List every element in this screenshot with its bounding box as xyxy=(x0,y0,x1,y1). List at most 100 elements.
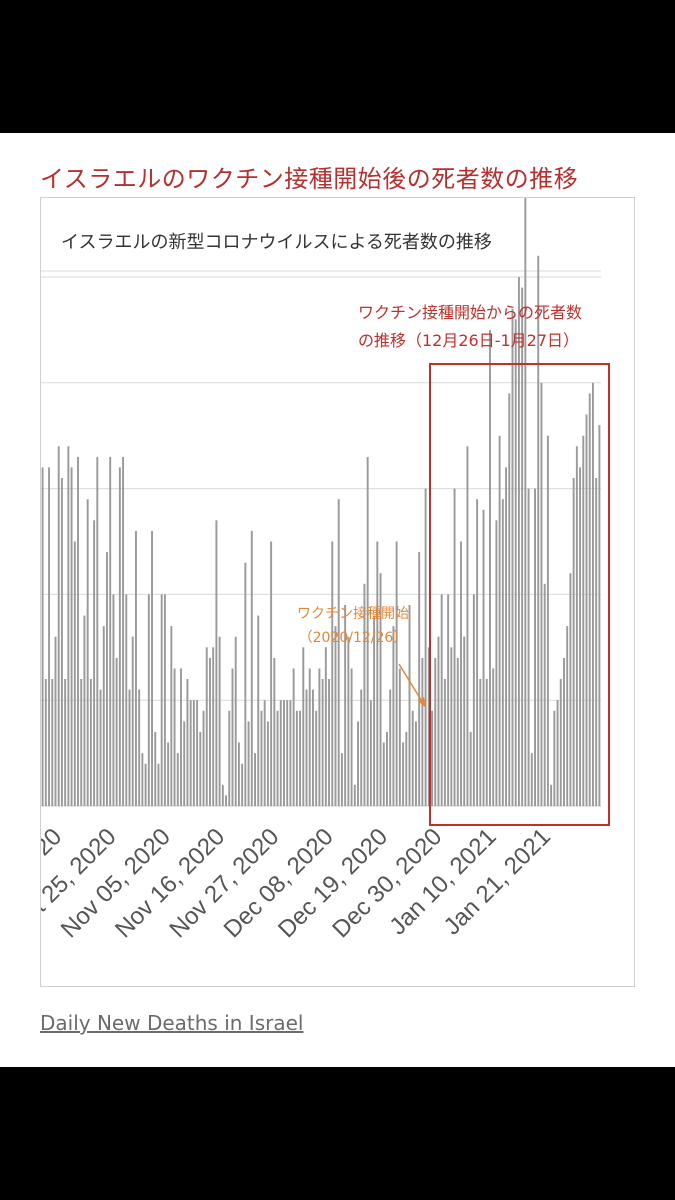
bar xyxy=(517,277,520,806)
bar xyxy=(131,636,134,806)
bar xyxy=(51,679,54,806)
bar xyxy=(324,647,327,806)
bar xyxy=(151,530,153,806)
bar xyxy=(57,446,60,806)
bar xyxy=(311,689,314,806)
bar xyxy=(505,467,508,806)
source-link[interactable]: Daily New Deaths in Israel xyxy=(40,1011,304,1035)
bar xyxy=(456,657,459,806)
bar xyxy=(138,689,141,806)
bar xyxy=(321,679,324,806)
bar xyxy=(575,446,578,806)
bar xyxy=(472,594,475,806)
bar xyxy=(196,700,199,806)
bar xyxy=(434,657,437,806)
bar xyxy=(537,255,540,807)
bar xyxy=(205,647,208,806)
bar xyxy=(357,721,359,806)
bar xyxy=(250,530,253,806)
bar xyxy=(421,657,424,806)
bar xyxy=(44,679,47,806)
bar xyxy=(405,731,408,806)
bar xyxy=(563,657,565,806)
bar xyxy=(543,583,546,806)
bar xyxy=(553,710,556,806)
bar xyxy=(514,319,517,806)
bar-series xyxy=(41,198,601,807)
bar xyxy=(373,615,376,806)
bar xyxy=(157,763,160,806)
bar xyxy=(273,657,276,806)
bar xyxy=(215,520,218,806)
bar xyxy=(479,679,482,806)
vaccine-start-arrow xyxy=(398,663,424,704)
bar xyxy=(64,679,67,806)
bar xyxy=(305,689,308,806)
bar xyxy=(492,668,495,806)
bar xyxy=(318,668,321,806)
bar xyxy=(266,721,269,806)
bar xyxy=(530,753,533,806)
bar xyxy=(521,287,524,807)
bar xyxy=(340,753,343,806)
bar xyxy=(257,615,260,806)
bar xyxy=(295,710,298,806)
bar xyxy=(125,594,128,806)
bar xyxy=(498,435,501,806)
bar xyxy=(86,499,89,806)
highlight-box xyxy=(429,363,610,826)
bar xyxy=(163,594,166,806)
bar xyxy=(218,636,221,806)
bar xyxy=(147,594,150,806)
bar xyxy=(546,435,549,806)
bar xyxy=(260,710,263,806)
bar xyxy=(254,753,256,806)
highlight-label-line1: ワクチン接種開始からの死者数 xyxy=(358,303,582,322)
bar xyxy=(192,700,195,806)
bar xyxy=(501,499,504,806)
bar xyxy=(350,668,353,806)
bar xyxy=(289,700,292,806)
bar xyxy=(344,605,347,806)
bar xyxy=(128,689,131,806)
bar xyxy=(595,478,598,806)
bar xyxy=(347,636,350,806)
article-headline: イスラエルのワクチン接種開始後の死者数の推移 xyxy=(40,165,579,193)
bar xyxy=(585,414,588,806)
bar xyxy=(134,530,137,806)
bar xyxy=(591,382,594,806)
bar xyxy=(41,467,44,806)
bar xyxy=(308,668,311,806)
bar xyxy=(443,679,446,806)
bar xyxy=(376,541,379,806)
bar xyxy=(588,393,591,806)
gridlines xyxy=(41,276,601,807)
bar xyxy=(569,573,572,806)
bar xyxy=(469,731,472,806)
bar xyxy=(431,710,433,806)
bar xyxy=(540,382,543,806)
bar xyxy=(60,478,63,806)
bar xyxy=(102,626,105,806)
bar xyxy=(247,721,250,806)
bar xyxy=(160,594,163,806)
bar xyxy=(73,541,76,806)
bar xyxy=(427,647,430,806)
bar xyxy=(202,710,205,806)
bar xyxy=(83,615,86,806)
bar xyxy=(189,700,192,806)
bar xyxy=(424,488,427,806)
bar xyxy=(392,626,395,806)
bar xyxy=(389,689,392,806)
highlight-label-line2: の推移（12月26日-1月27日） xyxy=(358,331,579,350)
bar xyxy=(411,710,414,806)
bar xyxy=(234,636,237,806)
bar xyxy=(70,467,73,806)
bar xyxy=(263,700,266,806)
bar xyxy=(54,636,57,806)
bar xyxy=(379,573,382,806)
bar xyxy=(96,456,99,806)
bar xyxy=(212,647,215,806)
bar xyxy=(398,668,401,806)
